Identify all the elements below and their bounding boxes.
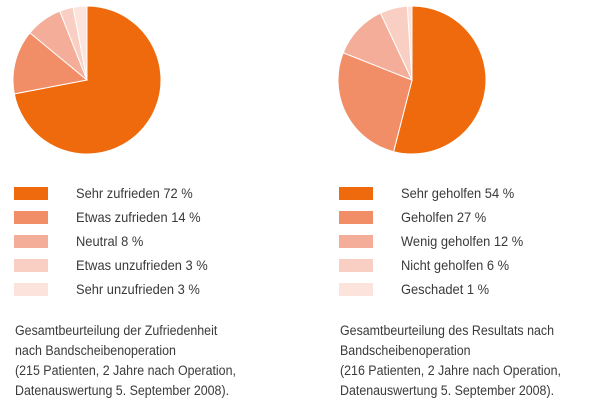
pie-slice-geschadet	[406, 5, 413, 81]
result-chart-panel: Sehr geholfen 54 % Geholfen 27 % Wenig g…	[325, 0, 615, 418]
caption-line: Datenauswertung 5. September 2008).	[340, 383, 555, 398]
legend-swatch	[339, 235, 373, 248]
legend-label: Nicht geholfen 6 %	[401, 257, 510, 273]
legend-swatch	[339, 259, 373, 272]
legend-label: Sehr unzufrieden 3 %	[76, 281, 200, 297]
result-pie-chart	[336, 4, 488, 156]
satisfaction-pie-svg	[12, 5, 162, 155]
legend-swatch	[14, 187, 48, 200]
legend-swatch	[14, 283, 48, 296]
caption-line: Gesamtbeurteilung der Zufriedenheit	[15, 323, 218, 338]
legend-label: Geschadet 1 %	[401, 281, 490, 297]
result-pie-slices	[337, 5, 487, 155]
legend-label: Etwas unzufrieden 3 %	[76, 257, 208, 273]
result-pie-svg	[337, 5, 487, 155]
legend-swatch	[339, 211, 373, 224]
satisfaction-pie-slices	[12, 5, 162, 155]
caption-line: Bandscheibenoperation	[340, 343, 471, 358]
legend-label: Neutral 8 %	[76, 233, 144, 249]
legend-label: Sehr geholfen 54 %	[401, 185, 515, 201]
pie-slice-sehr-geholfen	[392, 5, 487, 155]
caption-line: nach Bandscheibenoperation	[15, 343, 176, 358]
legend-label: Etwas zufrieden 14 %	[76, 209, 201, 225]
satisfaction-pie-chart	[11, 4, 163, 156]
legend-label: Wenig geholfen 12 %	[401, 233, 524, 249]
legend-label: Sehr zufrieden 72 %	[76, 185, 193, 201]
caption-line: Datenauswertung 5. September 2008).	[15, 383, 230, 398]
legend-swatch	[339, 187, 373, 200]
pie-slice-etwas-zufrieden	[12, 32, 89, 95]
result-caption: Gesamtbeurteilung des Resultats nach Ban…	[340, 321, 607, 401]
satisfaction-caption: Gesamtbeurteilung der Zufriedenheit nach…	[15, 321, 282, 401]
legend-swatch	[14, 235, 48, 248]
caption-line: (216 Patienten, 2 Jahre nach Operation,	[340, 363, 561, 378]
legend-label: Geholfen 27 %	[401, 209, 487, 225]
pie-slice-geholfen	[337, 52, 413, 153]
legend-swatch	[339, 283, 373, 296]
caption-line: Gesamtbeurteilung des Resultats nach	[340, 323, 555, 338]
pie-slice-sehr-unzufrieden	[72, 5, 88, 81]
legend-swatch	[14, 259, 48, 272]
caption-line: (215 Patienten, 2 Jahre nach Operation,	[15, 363, 236, 378]
legend-swatch	[14, 211, 48, 224]
satisfaction-chart-panel: Sehr zufrieden 72 % Etwas zufrieden 14 %…	[0, 0, 300, 418]
